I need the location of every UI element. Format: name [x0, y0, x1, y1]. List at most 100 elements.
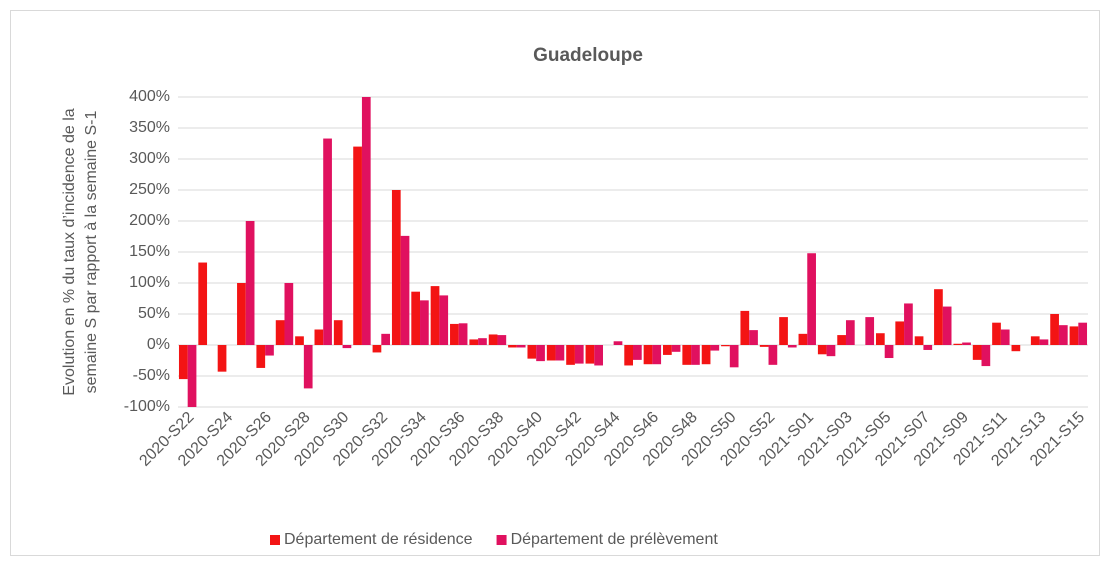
bar: [865, 317, 875, 345]
bar: [488, 334, 498, 345]
y-tick-label: 400%: [129, 88, 170, 105]
y-tick-label: 50%: [138, 305, 170, 322]
bar: [729, 345, 739, 368]
bar: [555, 345, 565, 361]
y-tick-label: 300%: [129, 150, 170, 167]
y-tick-label: 350%: [129, 119, 170, 136]
bar: [198, 262, 208, 345]
bar: [508, 345, 517, 348]
bar: [1039, 339, 1049, 345]
bar: [381, 333, 391, 345]
bar: [245, 221, 255, 345]
bar: [1000, 329, 1010, 345]
bar: [682, 345, 692, 365]
bar: [904, 303, 913, 345]
bar: [284, 283, 294, 345]
bar: [1011, 345, 1021, 352]
y-axis-title: semaine S par rapport à la semaine S-1: [83, 110, 100, 393]
bar: [333, 320, 343, 345]
bar: [837, 335, 846, 345]
y-tick-label: 150%: [129, 243, 170, 260]
bar: [671, 345, 681, 352]
bar: [624, 345, 633, 366]
bar: [187, 345, 197, 407]
legend-label: Département de prélèvement: [511, 531, 719, 548]
bar: [914, 336, 924, 345]
y-tick-label: -50%: [133, 367, 170, 384]
bar: [420, 300, 429, 345]
bar: [372, 345, 382, 353]
bar: [721, 345, 730, 347]
bar: [643, 345, 653, 365]
bar: [740, 310, 750, 345]
bar: [826, 345, 836, 357]
legend-swatch: [270, 535, 280, 545]
bar: [817, 345, 827, 355]
bar: [613, 341, 623, 345]
bar: [942, 306, 952, 345]
y-axis-title: Evolution en % du taux d’incidence de la: [61, 108, 78, 395]
bar: [314, 329, 324, 345]
bar: [256, 345, 266, 368]
bar: [798, 333, 808, 345]
bar: [923, 345, 933, 350]
bar: [1069, 326, 1079, 345]
bar: [450, 323, 459, 345]
bar: [807, 253, 816, 345]
bar: [953, 343, 963, 345]
chart-title: Guadeloupe: [533, 45, 643, 66]
bar: [217, 345, 227, 372]
bar: [323, 138, 332, 345]
bar: [342, 345, 352, 349]
y-tick-label: -100%: [124, 398, 170, 415]
bar: [566, 345, 575, 365]
bar: [934, 289, 943, 345]
bar: [691, 345, 700, 365]
bar: [1078, 322, 1088, 345]
bar: [875, 333, 885, 345]
bar: [400, 235, 410, 345]
y-tick-label: 250%: [129, 181, 170, 198]
bar: [527, 345, 537, 359]
bar: [701, 345, 711, 365]
bar: [295, 336, 304, 345]
bar: [178, 345, 188, 380]
bar: [458, 323, 468, 345]
bar: [585, 345, 595, 364]
bar: [303, 345, 313, 389]
bar: [353, 146, 362, 345]
bar: [391, 190, 401, 345]
bar: [439, 295, 449, 345]
bar: [275, 320, 285, 345]
bar: [633, 345, 642, 360]
legend-label: Département de résidence: [284, 531, 473, 548]
bar: [265, 345, 274, 356]
bar: [430, 286, 440, 345]
bar: [884, 345, 894, 359]
bar: [594, 345, 603, 366]
bar: [237, 283, 246, 345]
bar: [787, 345, 797, 348]
bar: [546, 345, 556, 361]
bar: [536, 345, 545, 362]
y-tick-label: 200%: [129, 212, 170, 229]
bar: [981, 345, 991, 367]
bar: [478, 338, 487, 345]
bar: [895, 321, 905, 345]
bar: [411, 291, 421, 345]
bar: [845, 320, 855, 345]
bar: [759, 345, 769, 347]
legend-swatch: [496, 535, 507, 545]
bar: [779, 317, 788, 345]
bar: [1030, 336, 1040, 345]
bar: [663, 345, 672, 355]
bar: [469, 339, 479, 345]
y-tick-label: 100%: [129, 274, 170, 291]
bar: [1050, 314, 1059, 345]
bar: [768, 345, 778, 365]
bar: [574, 345, 584, 364]
bar: [516, 345, 526, 348]
bar: [497, 335, 507, 345]
bar: [361, 97, 371, 345]
